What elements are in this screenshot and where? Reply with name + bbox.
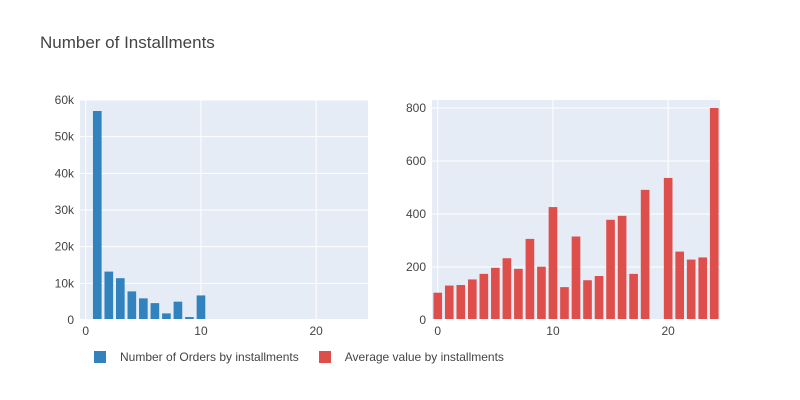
bar-average-13[interactable] — [583, 280, 592, 320]
bar-average-7[interactable] — [514, 268, 523, 320]
bar-average-23[interactable] — [698, 257, 708, 320]
bar-orders-8[interactable] — [173, 301, 183, 320]
bar-orders-1[interactable] — [92, 111, 102, 320]
y-tick-label: 0 — [67, 313, 74, 327]
y-tick-label: 800 — [406, 101, 426, 115]
bar-orders-10[interactable] — [196, 295, 206, 320]
bar-average-16[interactable] — [617, 215, 627, 320]
x-tick-label: 20 — [661, 324, 675, 338]
legend-swatch-orders — [94, 351, 106, 363]
y-tick-label: 30k — [55, 203, 75, 217]
bar-average-15[interactable] — [606, 219, 615, 320]
y-tick-label: 200 — [406, 260, 426, 274]
x-tick-label: 0 — [82, 324, 89, 338]
bar-orders-7[interactable] — [162, 313, 171, 320]
bar-orders-9[interactable] — [185, 317, 194, 320]
y-tick-label: 10k — [55, 276, 75, 290]
bar-orders-5[interactable] — [139, 298, 148, 320]
y-tick-label: 40k — [55, 166, 75, 180]
x-tick-label: 20 — [309, 324, 323, 338]
x-tick-label: 10 — [194, 324, 208, 338]
y-tick-label: 60k — [55, 93, 75, 107]
bar-average-21[interactable] — [675, 251, 684, 320]
legend-swatch-average — [318, 351, 331, 363]
bar-average-4[interactable] — [479, 273, 489, 320]
bar-average-9[interactable] — [537, 266, 546, 320]
bar-average-2[interactable] — [456, 285, 466, 320]
bar-average-24[interactable] — [709, 107, 719, 320]
legend-item-average[interactable]: Average value by installments — [318, 350, 504, 364]
bar-average-3[interactable] — [468, 279, 477, 320]
bar-average-20[interactable] — [663, 177, 673, 320]
bar-average-1[interactable] — [444, 285, 454, 320]
bar-average-6[interactable] — [502, 258, 512, 320]
bar-orders-2[interactable] — [104, 271, 114, 320]
bar-average-22[interactable] — [686, 259, 696, 320]
bar-average-5[interactable] — [491, 267, 500, 320]
right-subplot: 0 200 400 600 800 0 10 20 — [406, 100, 720, 338]
chart-title: Number of Installments — [40, 33, 215, 52]
bar-average-18[interactable] — [640, 189, 650, 320]
bar-average-17[interactable] — [629, 273, 638, 320]
bar-orders-6[interactable] — [150, 303, 160, 320]
left-subplot: 0 10k 20k 30k 40k 50k 60k 0 10 20 — [55, 93, 368, 338]
bar-average-11[interactable] — [560, 287, 569, 320]
legend-label-orders: Number of Orders by installments — [120, 350, 299, 364]
y-tick-label: 400 — [406, 207, 426, 221]
bar-average-0[interactable] — [433, 292, 443, 320]
bar-average-14[interactable] — [594, 276, 604, 320]
bar-average-8[interactable] — [525, 238, 535, 320]
bar-orders-3[interactable] — [116, 278, 125, 320]
bar-orders-4[interactable] — [127, 291, 137, 320]
bar-average-12[interactable] — [571, 236, 581, 320]
y-tick-label: 600 — [406, 154, 426, 168]
y-tick-label: 50k — [55, 130, 75, 144]
x-tick-label: 0 — [434, 324, 441, 338]
x-tick-label: 10 — [546, 324, 560, 338]
legend-item-orders[interactable]: Number of Orders by installments — [94, 350, 299, 364]
legend: Number of Orders by installments Average… — [94, 348, 524, 366]
legend-label-average: Average value by installments — [344, 350, 504, 364]
y-tick-label: 0 — [419, 313, 426, 327]
y-tick-label: 20k — [55, 240, 75, 254]
bar-average-10[interactable] — [548, 207, 558, 320]
